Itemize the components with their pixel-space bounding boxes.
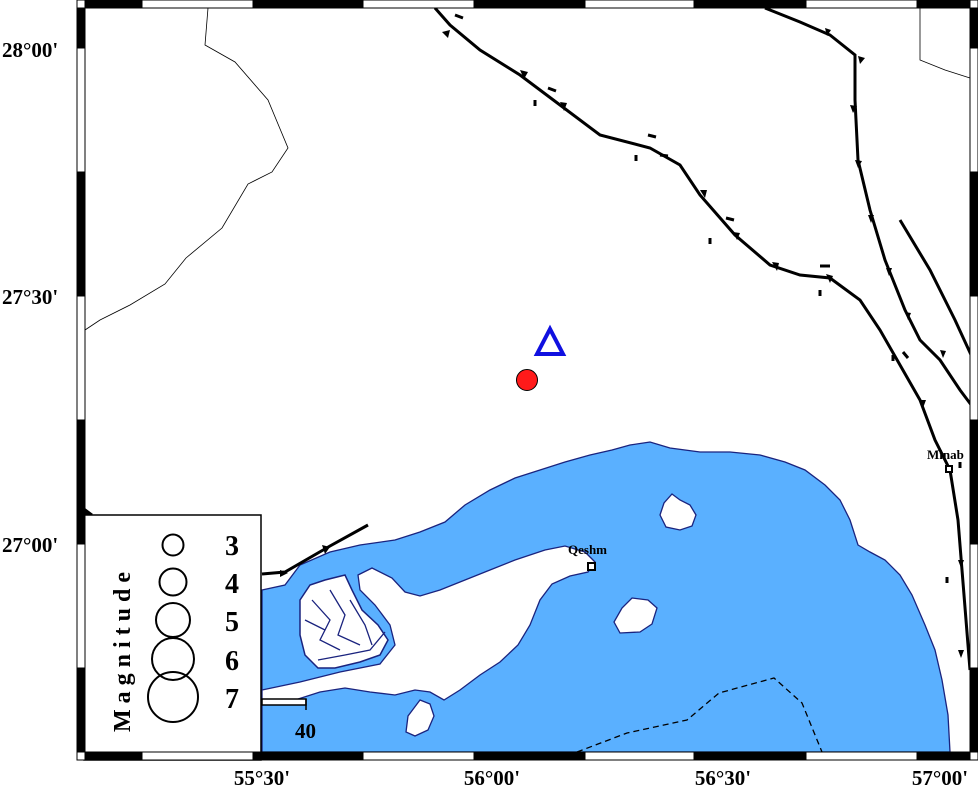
frame-segment: [969, 419, 978, 545]
bathymetry-contour: [576, 677, 823, 753]
scale-bar-label: 40: [295, 719, 316, 743]
larak-island: [613, 597, 658, 634]
lon-label: 55°30': [234, 766, 290, 790]
city-label-qeshm: Qeshm: [568, 542, 607, 557]
frame-segment: [584, 0, 695, 9]
scale-bar: [261, 698, 307, 706]
frame-segment: [473, 751, 586, 761]
frame-segment: [76, 419, 86, 545]
legend-circle-4: [158, 567, 188, 597]
thrust-fault: [764, 6, 977, 411]
faults: [261, 6, 978, 671]
frame-segment: [969, 7, 978, 49]
frame-segment: [76, 751, 86, 761]
province-boundary: [919, 8, 971, 79]
map-frame: [76, 0, 978, 761]
frame-segment: [84, 0, 143, 9]
legend-label: 3: [225, 531, 239, 562]
thrust-fault: [261, 523, 369, 576]
province-boundary: [84, 7, 289, 331]
station-triangle: [533, 324, 567, 356]
lat-label: 27°00': [2, 533, 58, 557]
frame-segment: [76, 543, 86, 669]
legend-label: 6: [225, 646, 239, 677]
mangrove-lagoon: [299, 574, 389, 669]
legend-circle-6: [151, 637, 195, 681]
legend-label: 5: [225, 607, 239, 638]
frame-segment: [252, 751, 364, 761]
thrust-teeth: [85, 13, 964, 658]
frame-segment: [969, 47, 978, 173]
hormuz-island: [659, 493, 697, 531]
legend-label: 7: [225, 684, 239, 715]
frame-segment: [76, 7, 86, 49]
qeshm-island: [261, 545, 596, 706]
frame-segment: [805, 0, 918, 9]
frame-segment: [84, 751, 143, 761]
frame-segment: [362, 751, 475, 761]
city-marker-qeshm: [587, 562, 596, 571]
frame-segment: [362, 0, 475, 9]
frame-segment: [693, 0, 807, 9]
frame-segment: [693, 751, 807, 761]
lon-label: 56°00': [464, 766, 520, 790]
frame-segment: [76, 295, 86, 421]
lat-label: 28°00': [2, 38, 58, 62]
frame-segment: [141, 751, 254, 761]
frame-segment: [969, 295, 978, 421]
frame-segment: [141, 0, 254, 9]
frame-segment: [473, 0, 586, 9]
city-label-minab: Minab: [927, 447, 964, 462]
thrust-fault: [433, 7, 972, 671]
city-marker-minab: [945, 465, 953, 473]
frame-segment: [969, 171, 978, 297]
fault: [898, 219, 978, 371]
legend-circle-7: [147, 671, 199, 723]
legend-circle-3: [161, 533, 185, 557]
mangrove-channels: [304, 589, 386, 661]
frame-segment: [969, 667, 978, 753]
frame-segment: [252, 0, 364, 9]
frame-segment: [969, 751, 978, 761]
lon-label: 57°00': [912, 766, 968, 790]
legend-title: Magnitude: [110, 566, 136, 732]
epicenter-circle: [516, 369, 538, 391]
frame-segment: [969, 0, 978, 9]
frame-segment: [969, 543, 978, 669]
frame-segment: [916, 0, 971, 9]
frame-segment: [76, 47, 86, 173]
frame-segment: [584, 751, 695, 761]
legend: Magnitude 3 4 5 6 7: [83, 514, 262, 761]
lon-label: 56°30': [695, 766, 751, 790]
frame-segment: [76, 0, 86, 9]
frame-segment: [805, 751, 918, 761]
hengam-island: [405, 699, 435, 737]
lat-label: 27°30': [2, 285, 58, 309]
frame-segment: [76, 667, 86, 753]
frame-segment: [916, 751, 971, 761]
legend-label: 4: [225, 569, 239, 600]
frame-segment: [76, 171, 86, 297]
